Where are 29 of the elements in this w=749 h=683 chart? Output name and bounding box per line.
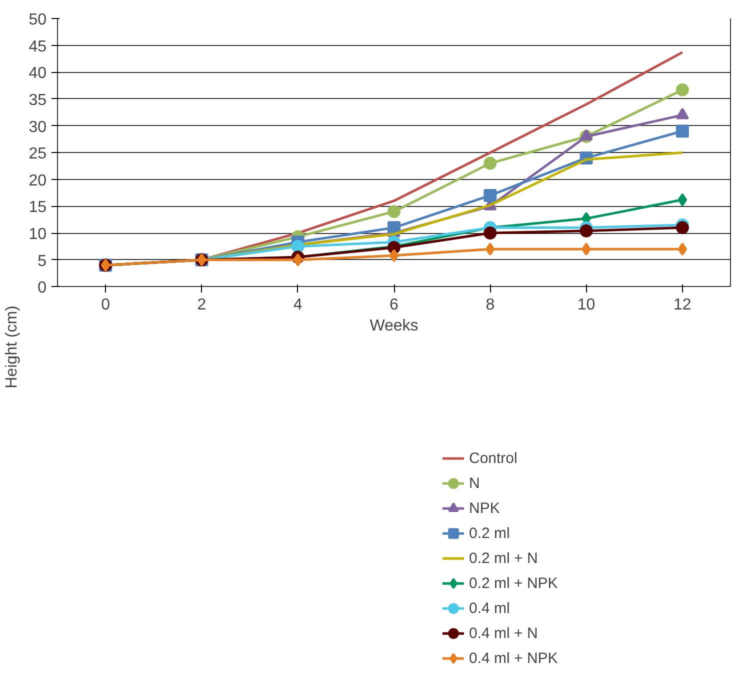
x-tick-label: 2 bbox=[197, 296, 206, 314]
legend-label: 0.4 ml + NPK bbox=[469, 650, 558, 666]
legend-label: 0.2 ml bbox=[469, 524, 510, 542]
y-tick-label: 45 bbox=[28, 38, 47, 56]
legend-label: 0.4 ml bbox=[469, 600, 510, 616]
y-tick-label: 30 bbox=[28, 118, 47, 136]
legend-label: 0.2 ml + NPK bbox=[469, 574, 558, 592]
x-tick-label: 10 bbox=[577, 296, 596, 314]
legend-label: N bbox=[469, 474, 481, 492]
y-axis-title: Height (cm) bbox=[4, 306, 21, 388]
y-tick-label: 0 bbox=[38, 280, 47, 297]
y-tick-label: 20 bbox=[28, 172, 47, 190]
legend-label: NPK bbox=[469, 500, 500, 516]
x-tick-label: 8 bbox=[486, 296, 495, 314]
y-tick-label: 35 bbox=[28, 92, 47, 109]
y-tick-label: 25 bbox=[28, 146, 47, 163]
y-tick-label: 15 bbox=[28, 199, 47, 216]
legend-label: 0.2 ml + N bbox=[469, 550, 538, 566]
y-tick-label: 5 bbox=[38, 252, 47, 270]
legend-label: 0.4 ml + N bbox=[469, 624, 538, 642]
x-tick-label: 4 bbox=[293, 296, 302, 314]
x-tick-label: 12 bbox=[674, 296, 692, 314]
legend-label: Control bbox=[469, 450, 518, 466]
x-tick-label: 0 bbox=[101, 296, 110, 314]
y-tick-label: 10 bbox=[28, 226, 47, 244]
x-axis-title: Weeks bbox=[370, 318, 418, 334]
x-tick-label: 6 bbox=[390, 296, 399, 314]
y-tick-label: 40 bbox=[28, 65, 47, 82]
y-tick-label: 50 bbox=[28, 12, 47, 28]
